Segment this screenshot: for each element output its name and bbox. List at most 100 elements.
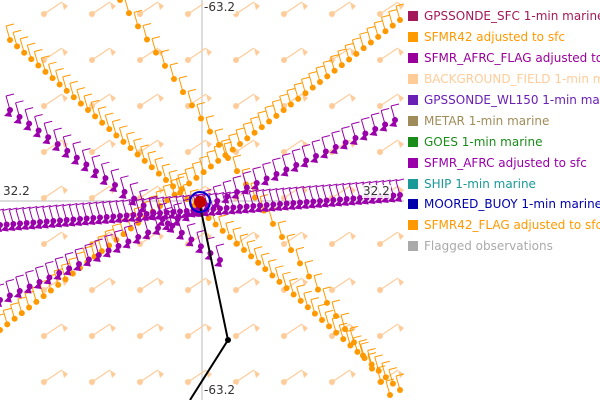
sfmr42-track-a-barb [381, 363, 387, 378]
sfmr-afrc-track-a-barb [122, 201, 128, 216]
sfmr42-track-b-barb [17, 298, 23, 314]
flight-track-line [189, 195, 230, 400]
legend-item[interactable]: GOES 1-min marine [408, 131, 600, 152]
background-wind-flag [302, 278, 308, 286]
sfmr-afrc-track-a-barb [82, 204, 88, 219]
sfmr-afrc-track-b-barb [133, 222, 139, 238]
sfmr-afrc-track-b-barb [123, 227, 129, 242]
sfmr-afrc-track-a-barb [302, 187, 308, 203]
sfmr-afrc-track-a-barb [282, 189, 288, 204]
sfmr42-track-c-barb [295, 249, 301, 264]
background-wind-flag [254, 140, 260, 148]
sfmr42-track-a-barb-tick [161, 163, 171, 167]
sfmr-afrc-track-b-barb [321, 137, 327, 152]
sfmr-afrc-track-b-barb-tick [163, 207, 172, 210]
legend-item[interactable]: SFMR_AFRC adjusted to sfc [408, 152, 600, 173]
sfmr42-track-a-barb [55, 70, 61, 85]
legend-item[interactable]: SHIP 1-min marine [408, 173, 600, 194]
sfmr42-track-b-barb [264, 107, 270, 122]
sfmr-afrc-track-b-barb-tick [351, 121, 360, 125]
sfmr42-track-b-barb-tick [221, 138, 230, 142]
sfmr-afrc-track-b-barb [222, 182, 228, 197]
sfmr42-track-a-barb [147, 153, 153, 168]
sfmr-afrc-track-a-barb-tick [369, 180, 378, 184]
sfmr-afrc-track-c-barb [215, 245, 221, 261]
sfmr-afrc-track-a-barb-tick [215, 192, 225, 195]
sfmr42-track-b-barb-tick [388, 9, 397, 13]
sfmr42-track-a-barb-tick [126, 131, 135, 135]
wind-map-canvas[interactable] [0, 0, 404, 400]
sfmr-afrc-track-c-barb [186, 225, 192, 240]
legend-item[interactable]: GPSSONDE_WL150 1-min marine [408, 90, 600, 111]
sfmr42-track-a-barb-tick [48, 61, 57, 65]
legend-swatch [408, 178, 418, 189]
background-wind-flag [302, 94, 308, 102]
sfmr42-track-c-barb [187, 91, 193, 106]
sfmr42-track-c-barb [376, 367, 382, 382]
legend-item[interactable]: SFMR_AFRC_FLAG adjusted to sfc [408, 48, 600, 69]
sfmr-afrc-track-b-barb [272, 159, 277, 175]
sfmr-afrc-track-a-barb [288, 188, 294, 204]
legend-item[interactable]: SFMR42_FLAG adjusted to sfc [408, 215, 600, 236]
background-wind-flag [398, 48, 404, 56]
sfmr42-track-b-barb [31, 287, 37, 302]
background-wind-barb [91, 93, 111, 107]
sfmr42-track-a-barb [274, 267, 280, 282]
sfmr-afrc-track-c-barb-tick [82, 148, 91, 152]
sfmr-afrc-track-a-barb-tick [209, 192, 218, 196]
sfmr42-track-a-barb-tick [20, 36, 29, 40]
sfmr42-track-a-barb [388, 369, 394, 384]
wind-map-plot[interactable]: -63.2 32.2 32.2 -63.2 [0, 0, 404, 400]
sfmr-afrc-track-b-barb-tick [0, 283, 5, 286]
sfmr42-track-a-barb [12, 32, 18, 47]
sfmr-afrc-track-a-barb-tick [222, 191, 231, 195]
legend-item[interactable]: SFMR42 adjusted to sfc [408, 27, 600, 48]
background-wind-flag [206, 140, 212, 148]
sfmr42-track-c-barb [349, 328, 355, 343]
sfmr-afrc-track-c-barb [120, 177, 126, 192]
legend-item[interactable]: BACKGROUND_FIELD 1-min marine [408, 69, 600, 90]
sfmr42-track-a-barb [26, 44, 32, 60]
sfmr42-track-c-barb [250, 183, 256, 198]
sfmr-afrc-track-a-barb-tick [329, 183, 338, 187]
sfmr42-track-b-barb-tick [192, 161, 201, 165]
sfmr42-track-a-barb-tick [388, 367, 398, 371]
sfmr42-track-b-barb-tick [294, 82, 303, 86]
sfmr-afrc-track-c-barb-tick [15, 100, 24, 104]
legend-item[interactable]: MOORED_BUOY 1-min marine [408, 194, 600, 215]
legend-label: SFMR_AFRC adjusted to sfc [424, 155, 587, 170]
sfmr42-track-c-barb-tick [322, 286, 332, 290]
background-wind-barb [283, 93, 303, 107]
legend-item[interactable]: METAR 1-min marine [408, 110, 600, 131]
latitude-label-bottom: -63.2 [203, 383, 237, 397]
sfmr-afrc-track-b-barb [281, 155, 287, 170]
sfmr-afrc-track-a-barb [328, 185, 334, 201]
sfmr-afrc-track-c-barb [81, 150, 87, 165]
sfmr42-track-c-barb [304, 262, 310, 277]
sfmr42-track-a-barb-tick [353, 335, 362, 339]
legend-item[interactable]: GPSSONDE_SFC 1-min marine [408, 6, 600, 27]
legend-item[interactable]: Flagged observations [408, 236, 600, 257]
sfmr42-track-c-barb-tick [142, 23, 152, 26]
sfmr42-track-b-barb-tick [83, 245, 92, 249]
sfmr42-track-b-barb-tick [170, 178, 179, 182]
legend: GPSSONDE_SFC 1-min marine SFMR42 adjusted… [408, 6, 600, 257]
sfmr-afrc-track-c-barb [72, 143, 78, 158]
background-wind-barb [331, 277, 351, 291]
sfmr42-track-a-barb [111, 121, 117, 136]
sfmr-afrc-track-b-barb [232, 177, 238, 193]
sfmr42-track-b-barb-tick [163, 183, 172, 187]
legend-label: SFMR_AFRC_FLAG adjusted to sfc [424, 51, 600, 66]
sfmr-afrc-track-a-barb-tick [309, 185, 318, 188]
sfmr42-track-b-barb [250, 118, 256, 133]
sfmr42-track-a-barb-tick [27, 42, 36, 46]
sfmr42-track-c-barb-tick [304, 260, 314, 263]
background-wind-flag [254, 2, 260, 10]
background-wind-barb [139, 323, 159, 337]
sfmr42-track-a-barb [289, 280, 295, 295]
sfmr-afrc-track-a-barb-tick [22, 206, 31, 210]
sfmr-afrc-track-b-barb [44, 263, 50, 278]
sfmr-afrc-track-b-barb [104, 236, 110, 251]
sfmr-afrc-track-a-barb-tick [362, 181, 371, 184]
sfmr42-track-b-barb-tick [359, 31, 368, 35]
